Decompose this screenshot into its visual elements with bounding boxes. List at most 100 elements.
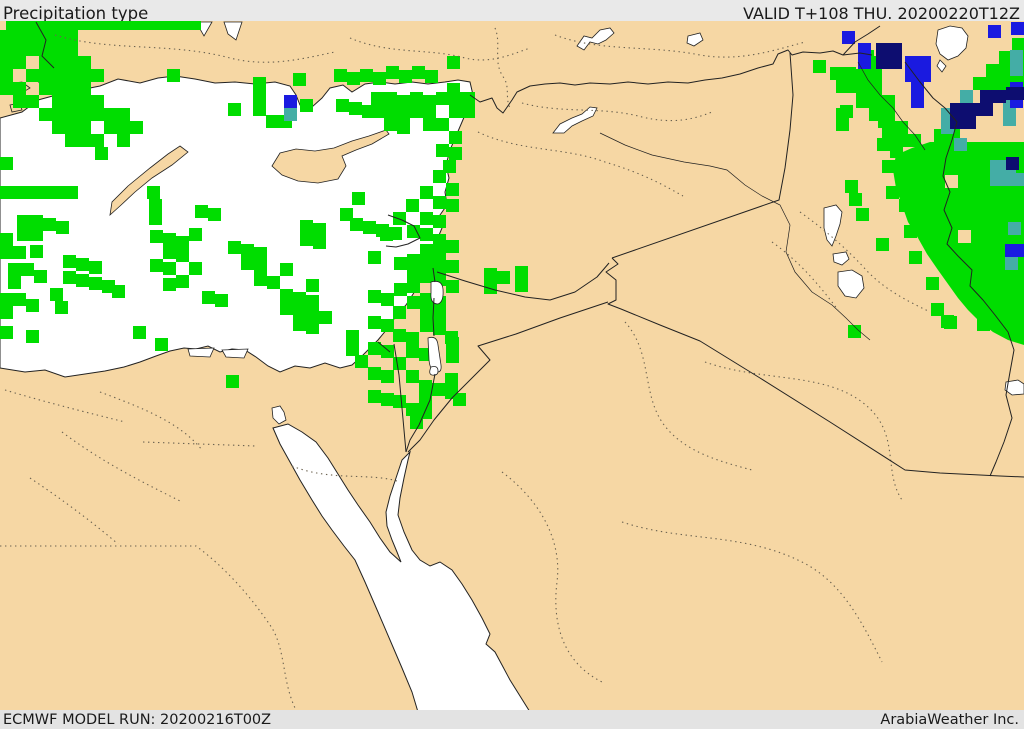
lake [576,27,615,51]
precip-cell-teal [284,108,297,121]
precip-cell-green [447,56,460,69]
precip-cell-green [163,262,176,275]
precip-cell-green [436,118,449,131]
precip-cell-green [999,77,1012,90]
precip-cell-green [280,263,293,276]
precip-cell-green [13,246,26,259]
map-title: Precipitation type [3,4,149,21]
lake [430,280,444,305]
precip-cell-green [78,134,91,147]
precip-cell-green [384,118,397,131]
precip-cell-green [446,280,459,293]
precip-cell-green [446,199,459,212]
river [599,132,871,341]
precip-cell-green [300,233,313,246]
precip-cell-green [856,82,869,95]
precip-cell-green [39,186,52,199]
precip-cell-green [363,221,376,234]
precip-cell-green [446,350,459,363]
precip-cell-green [293,318,306,331]
precip-cell-green [293,292,306,305]
admin-boundary-dotted [799,211,931,313]
precip-cell-blue [918,56,931,69]
precip-cell-green [104,121,117,134]
precip-cell-green [65,108,78,121]
precip-cell-green [65,134,78,147]
admin-boundary-dotted [521,102,713,122]
precip-cell-green [484,268,497,281]
precip-cell-green [306,321,319,334]
precip-cell-green [349,102,362,115]
precip-cell-green [869,108,882,121]
precip-cell-green [406,370,419,383]
precip-cell-green [420,228,433,241]
precip-cell-green [34,270,47,283]
precip-cell-blue [284,95,297,108]
precip-cell-green [941,315,954,328]
precip-cell-green [380,228,393,241]
precip-cell-green [65,82,78,95]
precip-cell-green [407,225,420,238]
precip-cell-green [350,218,363,231]
precip-cell-green [89,261,102,274]
precip-cell-green [355,355,368,368]
sea-inlet [223,21,243,41]
precip-cell-green [17,215,30,228]
precip-cell-green [50,288,63,301]
precip-cell-green [188,21,201,30]
precip-cell-green [13,95,26,108]
precip-cell-green [97,21,110,30]
precip-cell-green [52,121,65,134]
valid-time-label: VALID T+108 THU. 20200220T12Z [743,4,1020,21]
precip-cell-green [340,208,353,221]
country-border [432,297,435,337]
precip-cell-green [393,395,406,408]
precip-cell-green [266,115,279,128]
precip-cell-teal [1003,173,1016,186]
precip-cell-green [433,215,446,228]
precip-cell-green [423,95,436,108]
precip-cell-green [84,21,97,30]
admin-boundary-dotted [704,361,903,501]
precip-cell-green [449,92,462,105]
precip-cell-green [52,108,65,121]
precip-cell-blue [911,95,924,108]
precip-cell-green [986,77,999,90]
precip-cell-green [123,21,136,30]
precip-region-gap [958,230,971,243]
precip-cell-green [13,82,26,95]
island [271,129,390,184]
precip-cell-green [149,21,162,30]
precip-cell-green [336,99,349,112]
precip-cell-green [410,92,423,105]
precip-cell-green [346,330,359,343]
precip-cell-green [368,290,381,303]
precip-cell-blue [905,69,918,82]
precip-cell-green [856,95,869,108]
precip-cell-green [0,69,13,82]
admin-boundary-dotted [494,27,511,109]
precip-cell-green [133,326,146,339]
precip-cell-green [17,228,30,241]
precip-cell-green [410,105,423,118]
precip-cell-green [95,147,108,160]
precip-cell-blue [918,69,931,82]
precip-cell-green [280,302,293,315]
precip-cell-green [110,21,123,30]
precip-cell-green [433,322,446,335]
precip-cell-green [26,30,39,43]
precip-cell-green [904,225,917,238]
precip-cell-green [241,257,254,270]
precip-cell-teal [1008,222,1021,235]
precip-cell-green [56,221,69,234]
precip-cell-green [26,299,39,312]
precip-cell-green [432,383,445,396]
precip-cell-green [423,118,436,131]
country-border [842,25,881,56]
lake [429,366,439,376]
country-border [904,61,1015,477]
precip-cell-green [19,21,32,30]
precip-cell-green [931,303,944,316]
precip-cell-green [406,199,419,212]
precip-cell-green [163,278,176,291]
